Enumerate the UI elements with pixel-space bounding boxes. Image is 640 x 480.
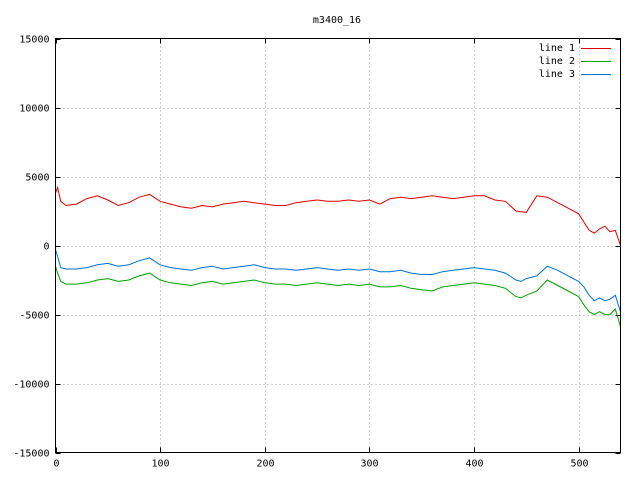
x-tick-label: 400 <box>465 459 483 470</box>
legend-label-1: line 1 <box>539 43 575 54</box>
x-tick-label: 500 <box>570 459 588 470</box>
y-tick-label: -10000 <box>13 380 49 391</box>
legend-label-2: line 2 <box>539 56 575 67</box>
y-tick-label: -15000 <box>13 449 49 460</box>
series-group <box>55 185 621 328</box>
series-line-2 <box>55 266 621 328</box>
plot-frame <box>55 38 621 453</box>
y-tick-label: 5000 <box>25 173 49 184</box>
y-tick-label: -5000 <box>19 311 49 322</box>
y-tick-label: 15000 <box>19 35 49 46</box>
x-tick-label: 0 <box>53 459 59 470</box>
x-tick-label: 300 <box>360 459 378 470</box>
chart-title: m3400_16 <box>313 15 361 26</box>
y-axis: -15000 -10000 -5000 0 5000 10000 15000 <box>13 35 621 460</box>
legend-label-3: line 3 <box>539 69 575 80</box>
grid-lines <box>55 38 621 453</box>
x-tick-label: 200 <box>256 459 274 470</box>
series-line-3 <box>55 249 621 312</box>
legend: line 1 line 2 line 3 <box>539 43 611 80</box>
x-axis: 0 100 200 300 400 500 <box>53 38 589 470</box>
series-line-1 <box>55 185 621 246</box>
y-tick-label: 10000 <box>19 104 49 115</box>
x-tick-label: 100 <box>151 459 169 470</box>
y-tick-label: 0 <box>43 242 49 253</box>
